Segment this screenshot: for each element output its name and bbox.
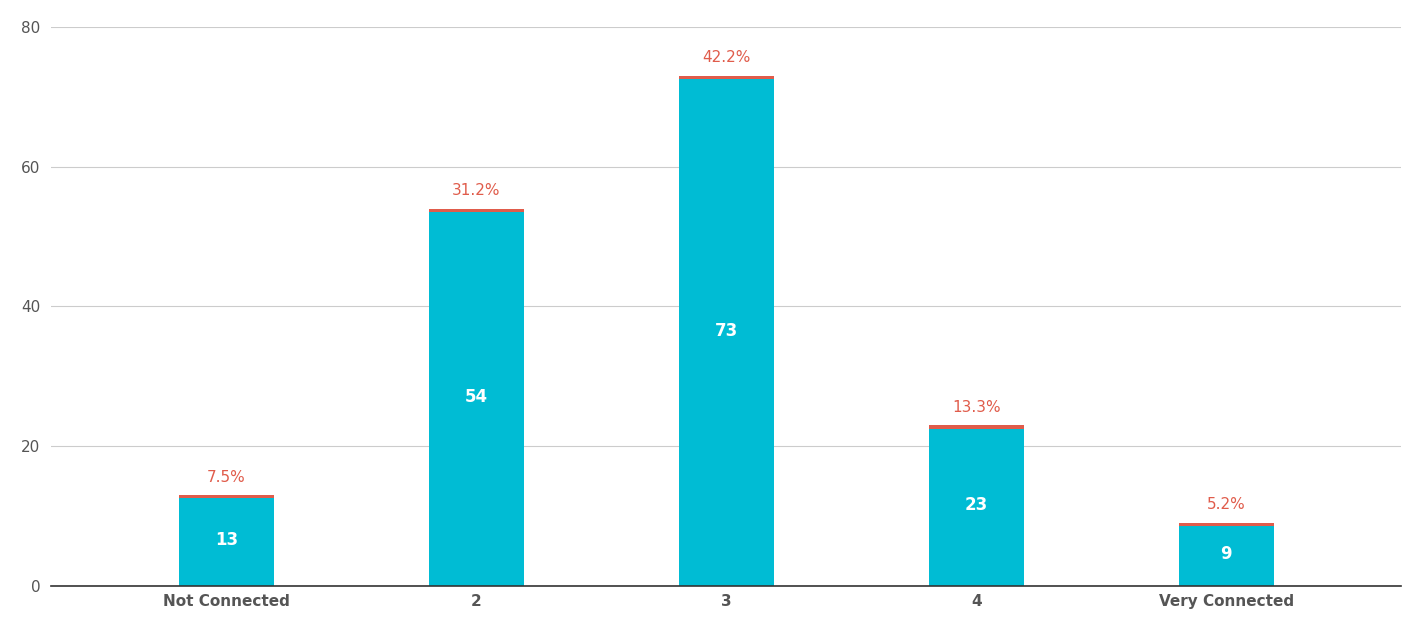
- Text: 13.3%: 13.3%: [951, 399, 1001, 415]
- Text: 42.2%: 42.2%: [702, 50, 751, 66]
- Text: 9: 9: [1220, 546, 1231, 563]
- Bar: [929, 425, 1024, 428]
- Bar: [179, 495, 274, 586]
- Text: 73: 73: [715, 322, 738, 340]
- Bar: [678, 76, 774, 79]
- Text: 7.5%: 7.5%: [208, 469, 246, 484]
- Text: 31.2%: 31.2%: [452, 183, 501, 198]
- Text: 54: 54: [465, 388, 488, 406]
- Bar: [429, 209, 523, 586]
- Bar: [1179, 523, 1274, 586]
- Text: 13: 13: [215, 532, 237, 549]
- Text: 5.2%: 5.2%: [1207, 498, 1246, 512]
- Text: 23: 23: [964, 496, 988, 515]
- Bar: [179, 495, 274, 498]
- Bar: [1179, 523, 1274, 527]
- Bar: [929, 425, 1024, 586]
- Bar: [429, 209, 523, 212]
- Bar: [678, 76, 774, 586]
